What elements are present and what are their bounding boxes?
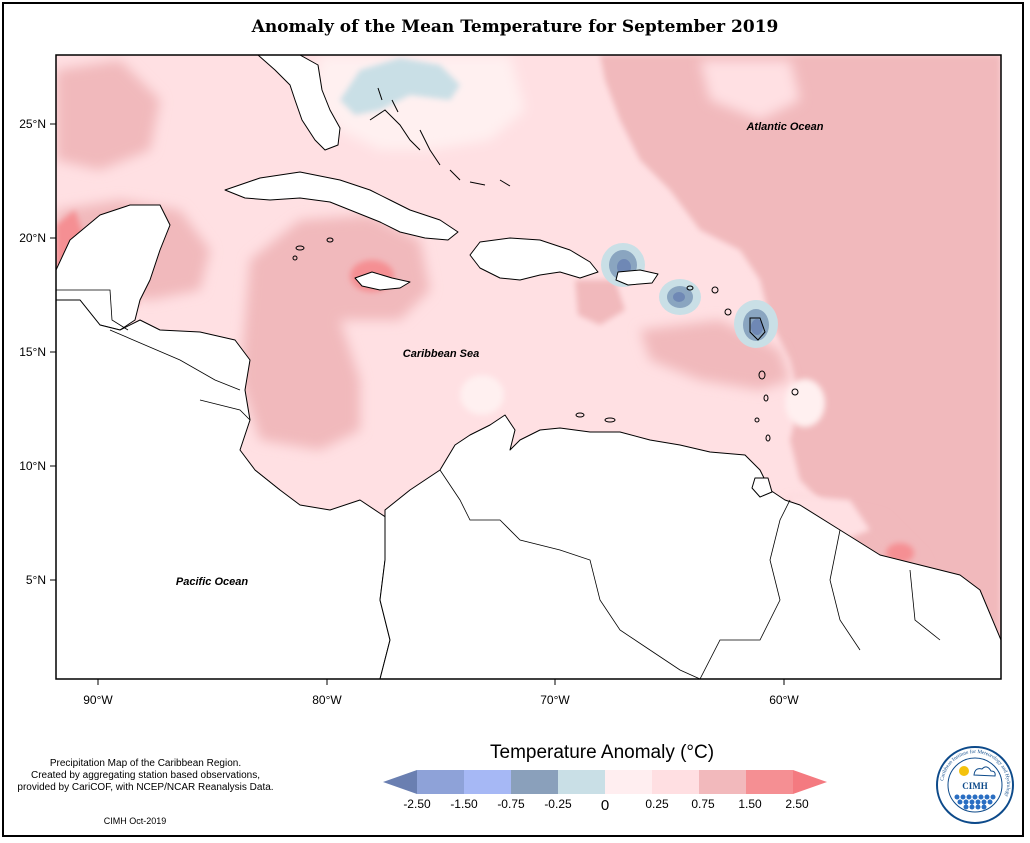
island-st-lucia — [763, 394, 769, 402]
legend-tick-1: -1.50 — [450, 797, 478, 811]
legend-swatch-max — [793, 770, 827, 794]
legend-swatch-4 — [558, 770, 605, 794]
island-turks — [449, 169, 511, 187]
island-barbados — [791, 388, 799, 396]
cimh-logo: CIMH Caribbean Institute for Meteorology… — [936, 746, 1014, 824]
island-grenada — [765, 434, 771, 442]
anomaly-band-atlantic — [600, 55, 1001, 679]
anomaly-band-guiana-light — [790, 495, 870, 545]
legend-swatch-1 — [417, 770, 464, 794]
anomaly-band-north-gulf — [56, 60, 160, 170]
anomaly-band-mona — [575, 280, 625, 325]
x-tick-90w: 90°W — [83, 693, 113, 707]
island-st-vincent — [754, 417, 760, 423]
country-borders — [56, 289, 941, 679]
land-hispaniola — [469, 237, 599, 281]
cloud-icon — [973, 766, 996, 777]
land-south-america — [379, 414, 1001, 679]
legend-title: Temperature Anomaly (°C) — [490, 742, 715, 763]
land-cuba — [224, 171, 459, 241]
island-aruba — [575, 412, 585, 418]
anomaly-core-guadeloupe — [751, 319, 763, 335]
island-guadeloupe — [749, 317, 766, 341]
island-bvi — [686, 285, 694, 291]
anomaly-band-0-0-25-central — [460, 375, 504, 415]
border-nicaragua — [199, 399, 251, 421]
anomaly-band-atlantic-light — [700, 60, 800, 120]
land-trinidad — [751, 477, 773, 498]
y-tick-5n: 5°N — [26, 573, 46, 587]
x-tick-70w: 70°W — [540, 693, 570, 707]
border-mexico-guatemala — [56, 289, 129, 331]
wave-icon — [954, 794, 996, 810]
border-honduras — [109, 329, 241, 391]
small-islands — [292, 87, 799, 442]
source-note-line-3: provided by CariCOF, with NCEP/NCAR Rean… — [17, 782, 274, 793]
legend-swatch-min — [383, 770, 417, 794]
legend-tick-0: -2.50 — [403, 797, 431, 811]
legend-tick-7: 1.50 — [738, 797, 762, 811]
anomaly-core-virgin-islands — [673, 292, 685, 302]
island-antigua — [724, 308, 732, 316]
border-guyana-suriname — [829, 529, 861, 651]
border-colombia-venezuela — [439, 469, 701, 679]
land-puerto-rico — [615, 269, 659, 286]
source-note-line-1: Precipitation Map of the Caribbean Regio… — [49, 758, 242, 769]
anomaly-band-0-0-25-barbados — [785, 379, 825, 427]
island-grand-cayman — [292, 255, 298, 261]
legend-colorbar — [383, 770, 827, 794]
source-note-line-2: Created by aggregating station based obs… — [30, 770, 261, 781]
legend-tick-8: 2.50 — [785, 797, 809, 811]
credit-note: CIMH Oct-2019 — [103, 816, 167, 826]
legend-tick-6: 0.75 — [691, 797, 715, 811]
x-tick-60w: 60°W — [769, 693, 799, 707]
land-jamaica — [354, 271, 411, 291]
island-martinique — [758, 370, 766, 380]
logo-name: CIMH — [962, 781, 988, 791]
island-anguilla — [711, 286, 719, 294]
island-cayman — [295, 245, 305, 251]
y-tick-25n: 25°N — [19, 117, 46, 131]
map-title: Anomaly of the Mean Temperature for Sept… — [251, 17, 779, 37]
legend-swatch-6 — [652, 770, 699, 794]
legend-swatch-3 — [511, 770, 558, 794]
land-florida — [257, 55, 341, 151]
y-tick-15n: 15°N — [19, 345, 46, 359]
label-caribbean-sea: Caribbean Sea — [403, 348, 479, 360]
legend-swatch-2 — [464, 770, 511, 794]
island-curacao — [604, 417, 616, 423]
legend-swatch-8 — [746, 770, 793, 794]
island-bahamas-1 — [369, 109, 421, 151]
land-masses — [56, 55, 1001, 679]
legend-tick-4: 0 — [601, 797, 609, 814]
legend-swatch-7 — [699, 770, 746, 794]
label-atlantic-ocean: Atlantic Ocean — [745, 121, 823, 133]
legend-swatch-5 — [605, 770, 652, 794]
x-tick-80w: 80°W — [312, 693, 342, 707]
legend-tick-2: -0.75 — [497, 797, 525, 811]
legend-tick-5: 0.25 — [645, 797, 669, 811]
island-cayman-brac — [326, 237, 334, 243]
map-border — [55, 54, 1002, 680]
island-bahamas-2 — [377, 87, 441, 166]
border-costa-rica — [254, 469, 281, 491]
border-suriname-french-guiana — [909, 569, 941, 641]
label-pacific-ocean: Pacific Ocean — [176, 576, 248, 588]
border-venezuela-guyana — [699, 499, 791, 679]
source-note: Precipitation Map of the Caribbean Regio… — [8, 758, 283, 794]
axis-tick-marks — [50, 123, 785, 685]
y-tick-10n: 10°N — [19, 459, 46, 473]
y-tick-20n: 20°N — [19, 231, 46, 245]
legend-tick-3: -0.25 — [544, 797, 572, 811]
sun-icon — [959, 766, 969, 776]
anomaly-band-neg-0-25-0-bahamas — [340, 58, 460, 115]
